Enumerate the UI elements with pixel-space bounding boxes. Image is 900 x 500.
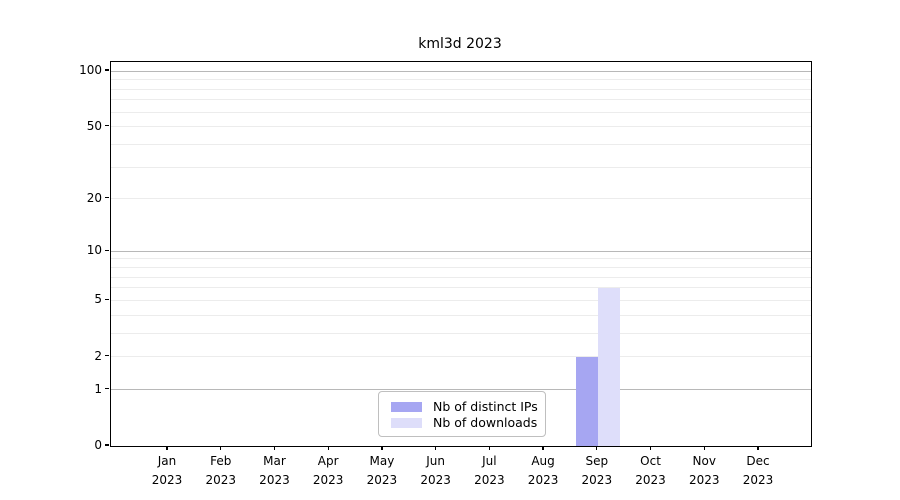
y-tick-label: 50	[86, 118, 102, 133]
minor-gridline	[111, 332, 811, 334]
minor-gridline	[111, 99, 811, 101]
month-label: Oct	[640, 454, 661, 468]
minor-gridline	[111, 276, 811, 278]
legend-swatch	[391, 401, 422, 412]
legend: Nb of distinct IPs Nb of downloads	[378, 391, 546, 437]
y-tick-mark	[105, 249, 109, 251]
x-tick-mark	[649, 446, 652, 451]
year-label: 2023	[312, 472, 344, 487]
legend-swatch	[391, 417, 422, 428]
year-label: 2023	[205, 472, 236, 487]
year-label: 2023	[151, 472, 183, 487]
year-label: 2023	[527, 472, 559, 487]
month-label: Nov	[692, 454, 716, 468]
y-tick-mark	[105, 298, 109, 301]
month-label: Aug	[531, 454, 555, 468]
minor-gridline	[111, 314, 811, 316]
gridline	[111, 299, 811, 301]
year-label: 2023	[366, 472, 398, 487]
minor-gridline	[111, 258, 811, 260]
month-label: Jan	[157, 454, 177, 468]
y-tick-label: 2	[94, 348, 102, 363]
minor-gridline	[111, 88, 811, 90]
minor-gridline	[111, 79, 811, 81]
year-label: 2023	[742, 472, 774, 487]
x-tick-label: Feb 2023	[205, 452, 236, 489]
x-tick-label: Dec 2023	[743, 452, 774, 489]
x-tick-label: Nov 2023	[689, 452, 720, 489]
y-tick-label: 1	[94, 381, 102, 396]
month-label: Jul	[482, 454, 497, 468]
y-tick-label: 10	[86, 243, 102, 258]
y-tick-mark	[105, 355, 109, 357]
chart-title: kml3d 2023	[418, 36, 502, 52]
gridline	[111, 126, 811, 128]
y-tick-mark	[105, 197, 109, 199]
y-tick-mark	[105, 124, 109, 127]
minor-gridline	[111, 287, 811, 289]
x-tick-mark	[273, 446, 276, 451]
x-tick-mark	[542, 446, 544, 451]
month-label: Feb	[210, 454, 232, 468]
x-tick-mark	[220, 446, 222, 451]
month-label: Jun	[426, 454, 445, 468]
x-tick-label: Mar 2023	[259, 452, 290, 489]
x-tick-mark	[166, 446, 168, 451]
bar-nb-of-downloads	[597, 287, 620, 446]
year-label: 2023	[259, 472, 290, 487]
y-tick-label: 0	[94, 438, 102, 452]
x-tick-label: Oct 2023	[635, 452, 666, 489]
y-tick-mark	[105, 388, 109, 390]
y-tick-mark	[105, 69, 109, 71]
x-tick-label: Jan 2023	[152, 452, 183, 489]
x-tick-label: Apr 2023	[313, 452, 344, 489]
x-tick-mark	[488, 446, 490, 451]
y-tick-mark	[105, 444, 109, 446]
year-label: 2023	[688, 472, 720, 487]
bar-nb-of-distinct-ips	[575, 356, 598, 446]
gridline	[111, 356, 811, 358]
legend-item: Nb of distinct IPs	[391, 399, 538, 414]
legend-label: Nb of distinct IPs	[433, 399, 538, 414]
minor-gridline	[111, 111, 811, 113]
x-tick-mark	[757, 446, 759, 451]
legend-label: Nb of downloads	[433, 415, 538, 430]
x-tick-mark	[327, 446, 329, 451]
plot-area	[110, 61, 812, 447]
month-label: May	[369, 454, 395, 468]
x-tick-label: Jul 2023	[474, 452, 505, 489]
gridline	[111, 389, 811, 391]
gridline	[111, 250, 811, 252]
y-tick-label: 20	[86, 190, 102, 205]
x-tick-label: Jun 2023	[420, 452, 451, 489]
x-tick-mark	[381, 446, 383, 451]
minor-gridline	[111, 267, 811, 269]
x-tick-label: May 2023	[367, 452, 398, 489]
year-label: 2023	[581, 472, 613, 487]
gridline	[111, 70, 811, 72]
x-tick-mark	[703, 446, 705, 451]
month-label: Dec	[746, 454, 770, 468]
gridline	[111, 198, 811, 200]
year-label: 2023	[474, 472, 505, 487]
y-tick-label: 5	[94, 292, 102, 307]
month-label: Sep	[585, 454, 609, 468]
month-label: Mar	[263, 454, 286, 468]
legend-item: Nb of downloads	[391, 415, 538, 430]
x-tick-mark	[596, 446, 598, 451]
minor-gridline	[111, 143, 811, 145]
month-label: Apr	[317, 454, 339, 468]
x-tick-label: Sep 2023	[582, 452, 613, 489]
x-tick-mark	[434, 446, 437, 451]
year-label: 2023	[420, 472, 451, 487]
y-tick-label: 100	[79, 63, 102, 78]
x-tick-label: Aug 2023	[528, 452, 559, 489]
minor-gridline	[111, 166, 811, 168]
year-label: 2023	[635, 472, 666, 487]
